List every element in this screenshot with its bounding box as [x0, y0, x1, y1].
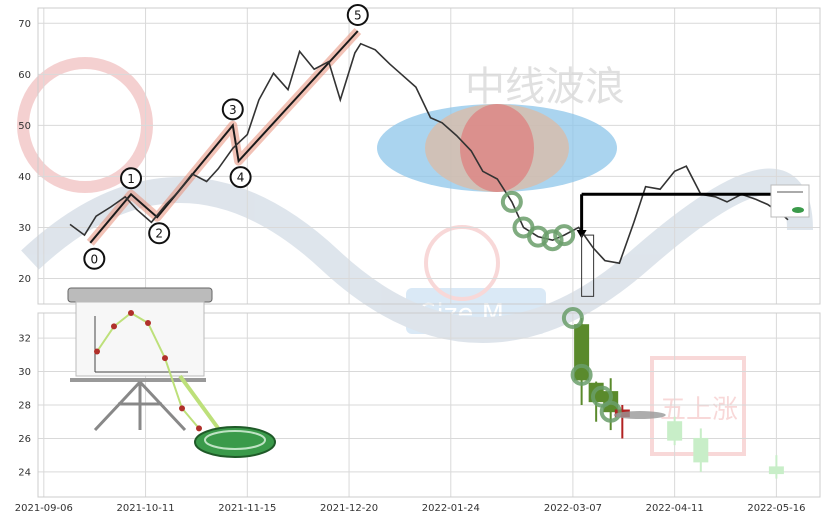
- decline-rings-layer: [500, 190, 576, 252]
- resistance-box: [581, 234, 595, 297]
- wave-point-marker: [148, 222, 171, 245]
- resistance-layer: [576, 192, 777, 297]
- target-zone-inner-ellipse: [460, 104, 534, 192]
- inset-point: [179, 405, 185, 412]
- easel-top-bar: [67, 287, 213, 303]
- x-tick-label: 2021-10-11: [116, 503, 174, 514]
- mini-legend: [770, 184, 810, 218]
- inset-point: [162, 355, 168, 362]
- x-tick-label: 2021-12-20: [320, 503, 378, 514]
- candle-y-tick-label: 26: [18, 434, 31, 445]
- candle-ring: [599, 400, 622, 423]
- candle-pill: [613, 411, 666, 420]
- easel-pointer: [178, 374, 220, 430]
- candle-ring: [561, 307, 584, 330]
- wave-point-label: 4: [237, 171, 245, 185]
- wave-point-marker: [346, 3, 369, 26]
- x-tick-label: 2022-03-07: [544, 503, 602, 514]
- decline-ring: [553, 224, 576, 247]
- inset-point: [128, 310, 134, 316]
- price-y-tick-label: 40: [18, 172, 31, 183]
- decline-ring: [541, 229, 564, 252]
- price-y-tick-label: 50: [18, 121, 31, 132]
- x-tick-label: 2022-05-16: [747, 503, 805, 514]
- wave-point-marker: [221, 98, 244, 121]
- target-zone: [377, 104, 617, 192]
- coin-ornament: [194, 426, 276, 458]
- easel-inset-line: [94, 310, 202, 432]
- wave-point-marker: [229, 166, 252, 189]
- candle-body: [693, 437, 709, 463]
- watermark-layer: 中线波浪 Size M 五上涨: [17, 57, 813, 456]
- price-panel-frame: [37, 7, 821, 305]
- wave-point-marker: [83, 247, 106, 270]
- axis-layer: 2021-09-06 2021-10-11 2021-11-15 2021-12-20…: [15, 19, 806, 514]
- wave-count-layer: 0 1 2 3 4 5: [83, 3, 369, 270]
- inset-point: [94, 348, 100, 355]
- watermark-wave: [21, 168, 813, 343]
- watermark-title: 中线波浪: [465, 64, 625, 110]
- inset-point: [196, 425, 202, 432]
- coin-ornament-inner: [204, 430, 266, 450]
- price-series-line: [69, 42, 789, 265]
- x-tick-label: 2022-01-24: [422, 503, 480, 514]
- price-y-tick-label: 20: [18, 274, 31, 285]
- x-tick-label: 2022-04-11: [646, 503, 704, 514]
- wave-point-label: 0: [91, 252, 99, 266]
- candle-body: [667, 421, 683, 441]
- wave-line: [89, 30, 359, 244]
- mini-legend-coin: [792, 207, 804, 213]
- decline-ring: [527, 225, 550, 248]
- wave-point-label: 5: [354, 8, 362, 22]
- inset-point: [111, 323, 117, 330]
- inset-point: [145, 320, 151, 327]
- candle-layer: [561, 307, 784, 479]
- candle-y-tick-label: 32: [18, 334, 31, 345]
- easel-inset: [67, 287, 276, 458]
- x-tick-label: 2021-09-06: [15, 503, 73, 514]
- wave-point-label: 3: [229, 103, 237, 117]
- price-y-tick-label: 60: [18, 70, 31, 81]
- wave-point-label: 2: [155, 227, 163, 241]
- candle-y-tick-label: 30: [18, 367, 31, 378]
- candle-body: [574, 324, 590, 381]
- price-line-layer: [69, 42, 789, 265]
- mini-legend-box: [770, 184, 810, 218]
- easel-board: [75, 301, 205, 377]
- decline-ring: [500, 190, 523, 213]
- price-y-tick-label: 70: [18, 19, 31, 30]
- candle-panel-frame: [37, 312, 821, 498]
- wave-point-marker: [120, 167, 143, 190]
- candle-y-tick-label: 24: [18, 467, 31, 478]
- x-tick-label: 2021-11-15: [218, 503, 276, 514]
- candle-y-tick-label: 28: [18, 401, 31, 412]
- easel-legs: [93, 380, 187, 432]
- candle-body: [768, 466, 784, 475]
- watermark-badge-box: [406, 288, 546, 334]
- watermark-stamp: 五上涨: [660, 395, 738, 425]
- resistance-arrowhead: [576, 230, 587, 239]
- candle-ring: [570, 363, 593, 386]
- price-y-tick-label: 30: [18, 223, 31, 234]
- wave-point-label: 1: [127, 172, 135, 186]
